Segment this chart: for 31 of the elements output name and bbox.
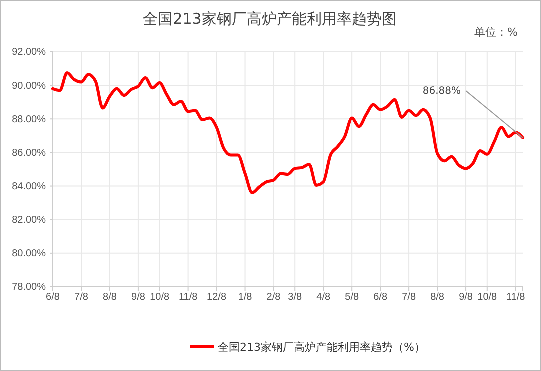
x-tick-label: 10/8 <box>150 292 170 304</box>
x-tick-label: 1/8 <box>238 292 253 304</box>
x-tick-label: 12/8 <box>207 292 227 304</box>
y-tick-label: 92.00% <box>12 47 46 58</box>
x-tick-label: 2/8 <box>266 292 282 304</box>
x-tick-label: 6/8 <box>46 292 60 304</box>
legend-label: 全国213家钢厂高炉产能利用率趋势（%） <box>218 341 426 354</box>
text: 单位：% <box>474 26 518 39</box>
y-tick-label: 80.00% <box>12 248 46 260</box>
x-tick-label: 11/8 <box>506 292 526 304</box>
y-tick-label: 88.00% <box>12 114 46 126</box>
data-label: 86.88% <box>422 86 461 97</box>
x-tick-label: 11/8 <box>178 292 198 304</box>
x-tick-label: 9/8 <box>459 292 474 304</box>
chart-title: 全国213家钢厂高炉产能利用率趋势图 <box>143 10 397 28</box>
y-tick-label: 78.00% <box>12 282 46 294</box>
x-tick-label: 4/8 <box>316 292 331 304</box>
x-tick-label: 7/8 <box>402 292 416 304</box>
x-tick-label: 9/8 <box>132 292 146 304</box>
x-tick-label: 7/8 <box>74 292 89 304</box>
y-tick-label: 82.00% <box>12 215 46 226</box>
x-tick-label: 5/8 <box>345 292 360 304</box>
y-tick-label: 84.00% <box>12 181 46 192</box>
y-tick-label: 86.00% <box>12 148 46 159</box>
line-series <box>52 71 524 194</box>
x-tick-label: 10/8 <box>478 292 498 304</box>
y-tick-label: 90.00% <box>12 80 46 92</box>
x-tick-label: 6/8 <box>374 292 388 304</box>
x-tick-label: 8/8 <box>430 292 445 304</box>
x-tick-label: 8/8 <box>103 292 118 304</box>
x-tick-label: 3/8 <box>288 292 303 304</box>
